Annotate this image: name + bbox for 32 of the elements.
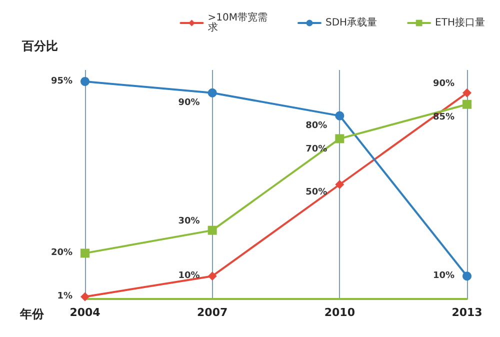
point: [462, 272, 472, 281]
point: [208, 88, 217, 98]
x-tick-label: 2007: [197, 306, 228, 319]
point: [208, 272, 217, 281]
legend-label: >10M带宽需求: [208, 12, 268, 34]
point: [462, 100, 472, 109]
data-label: 30%: [178, 216, 200, 226]
data-label: 90%: [178, 98, 200, 108]
y-axis-title: 百分比: [21, 39, 58, 53]
data-label: 90%: [432, 78, 454, 89]
data-label: 10%: [178, 271, 200, 282]
point: [80, 76, 90, 86]
data-label: 80%: [306, 120, 328, 131]
data-label: 85%: [432, 112, 454, 122]
data-label: 20%: [50, 248, 72, 258]
point: [80, 292, 90, 302]
data-label: 50%: [306, 188, 328, 198]
point: [462, 88, 472, 98]
point: [80, 248, 90, 258]
point: [335, 134, 344, 144]
data-label: 95%: [50, 76, 72, 86]
x-tick-label: 2013: [452, 306, 482, 319]
point: [335, 111, 344, 120]
legend-label: ETH接口量: [435, 16, 486, 28]
x-tick-label: 2004: [70, 306, 101, 319]
x-tick-label: 2010: [324, 306, 356, 319]
legend-label: SDH承载量: [325, 16, 378, 28]
point: [208, 226, 217, 235]
data-label: 1%: [57, 292, 72, 302]
data-label: 10%: [432, 271, 454, 282]
point: [335, 180, 344, 189]
x-axis-title: 年份: [19, 307, 45, 321]
